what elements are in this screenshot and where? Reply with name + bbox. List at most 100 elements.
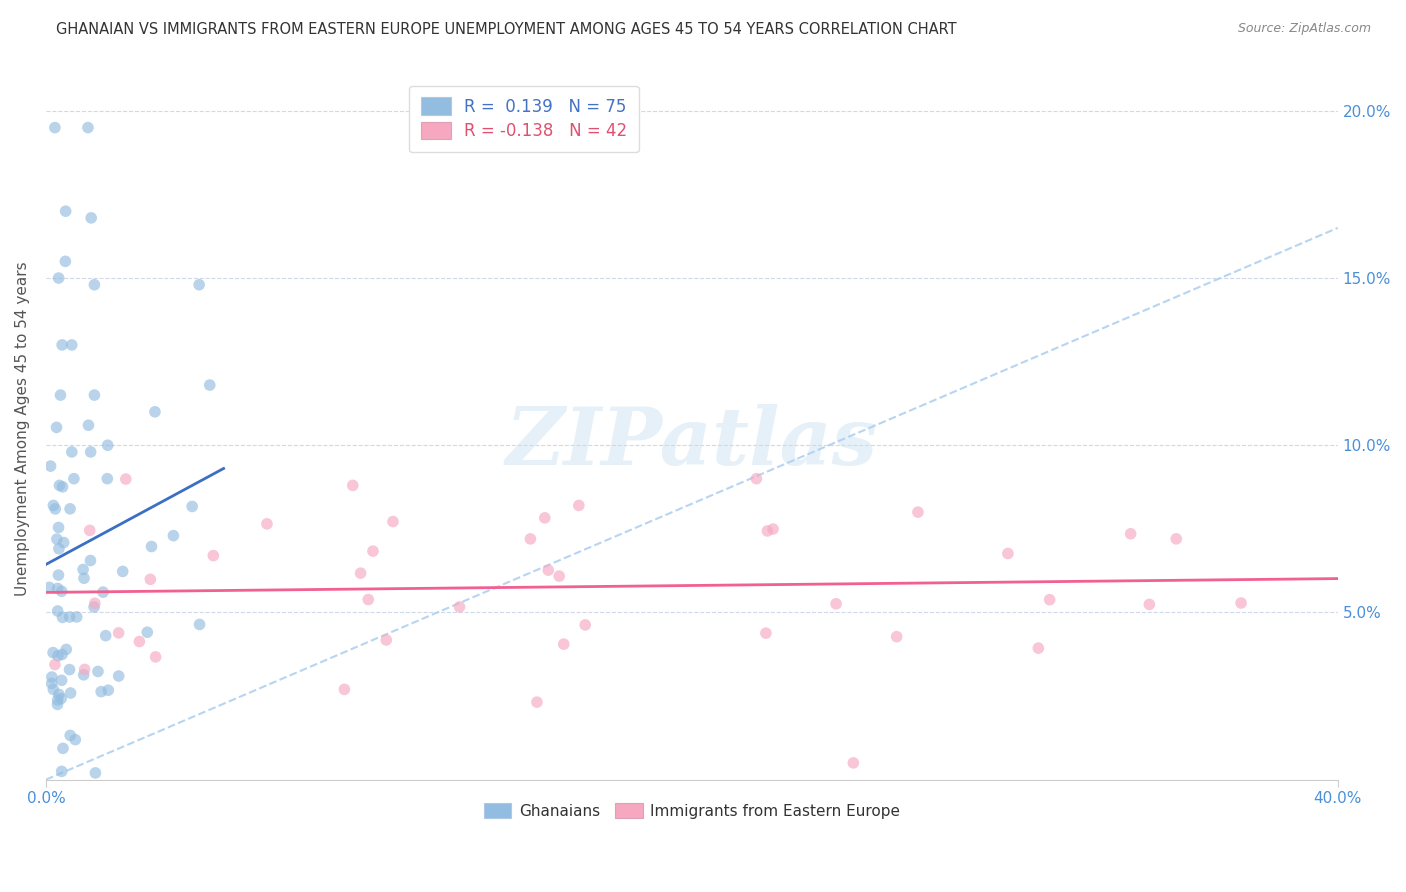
Point	[907, 505, 929, 519]
Point	[46, 582, 69, 596]
Point	[66, 610, 89, 624]
Point	[51, 338, 73, 352]
Point	[1230, 596, 1253, 610]
Point	[52, 535, 75, 549]
Point	[59, 501, 82, 516]
Point	[83, 599, 105, 614]
Point	[51, 691, 73, 706]
Point	[519, 532, 541, 546]
Point	[65, 732, 87, 747]
Point	[49, 388, 72, 402]
Point	[1166, 532, 1188, 546]
Point	[58, 663, 80, 677]
Point	[55, 642, 77, 657]
Point	[107, 669, 129, 683]
Point	[143, 405, 166, 419]
Point	[97, 683, 120, 698]
Point	[79, 524, 101, 538]
Point	[46, 648, 69, 663]
Point	[60, 445, 83, 459]
Point	[1039, 592, 1062, 607]
Point	[83, 596, 105, 610]
Point	[80, 211, 103, 225]
Point	[79, 445, 101, 459]
Point	[53, 254, 76, 268]
Point	[349, 566, 371, 581]
Point	[256, 516, 278, 531]
Point	[73, 571, 96, 585]
Point	[1026, 641, 1049, 656]
Point	[51, 648, 73, 662]
Point	[73, 668, 96, 682]
Point	[44, 657, 66, 672]
Point	[90, 684, 112, 698]
Point	[745, 472, 768, 486]
Point	[87, 665, 110, 679]
Point	[63, 472, 86, 486]
Point	[48, 687, 70, 701]
Point	[181, 500, 204, 514]
Point	[361, 544, 384, 558]
Point	[48, 478, 70, 492]
Point	[1137, 598, 1160, 612]
Point	[114, 472, 136, 486]
Point	[128, 634, 150, 648]
Point	[886, 630, 908, 644]
Point	[141, 540, 163, 554]
Point	[59, 686, 82, 700]
Point	[72, 562, 94, 576]
Point	[375, 632, 398, 647]
Point	[449, 599, 471, 614]
Point	[381, 515, 404, 529]
Point	[51, 480, 73, 494]
Text: Source: ZipAtlas.com: Source: ZipAtlas.com	[1237, 22, 1371, 36]
Point	[188, 617, 211, 632]
Point	[51, 584, 73, 599]
Point	[94, 629, 117, 643]
Point	[162, 528, 184, 542]
Point	[107, 625, 129, 640]
Point	[39, 459, 62, 474]
Point	[44, 120, 66, 135]
Text: GHANAIAN VS IMMIGRANTS FROM EASTERN EUROPE UNEMPLOYMENT AMONG AGES 45 TO 54 YEAR: GHANAIAN VS IMMIGRANTS FROM EASTERN EURO…	[56, 22, 957, 37]
Point	[83, 388, 105, 402]
Point	[73, 662, 96, 676]
Point	[357, 592, 380, 607]
Point	[77, 418, 100, 433]
Point	[91, 585, 114, 599]
Point	[83, 277, 105, 292]
Point	[59, 610, 82, 624]
Point	[79, 553, 101, 567]
Point	[553, 637, 575, 651]
Point	[46, 604, 69, 618]
Point	[574, 618, 596, 632]
Point	[1119, 526, 1142, 541]
Point	[44, 502, 66, 516]
Point	[997, 547, 1019, 561]
Point	[48, 541, 70, 556]
Point	[42, 499, 65, 513]
Text: ZIPatlas: ZIPatlas	[506, 404, 877, 482]
Point	[755, 626, 778, 640]
Point	[38, 580, 60, 594]
Point	[51, 610, 73, 624]
Point	[333, 682, 356, 697]
Y-axis label: Unemployment Among Ages 45 to 54 years: Unemployment Among Ages 45 to 54 years	[15, 261, 30, 596]
Point	[842, 756, 865, 770]
Point	[48, 271, 70, 285]
Point	[52, 741, 75, 756]
Point	[202, 549, 225, 563]
Point	[139, 572, 162, 586]
Point	[45, 420, 67, 434]
Point	[537, 563, 560, 577]
Point	[568, 499, 591, 513]
Point	[96, 472, 118, 486]
Point	[46, 693, 69, 707]
Point	[198, 378, 221, 392]
Point	[342, 478, 364, 492]
Point	[533, 511, 555, 525]
Point	[51, 764, 73, 779]
Point	[77, 120, 100, 135]
Point	[41, 670, 63, 684]
Legend: Ghanaians, Immigrants from Eastern Europe: Ghanaians, Immigrants from Eastern Europ…	[478, 797, 907, 824]
